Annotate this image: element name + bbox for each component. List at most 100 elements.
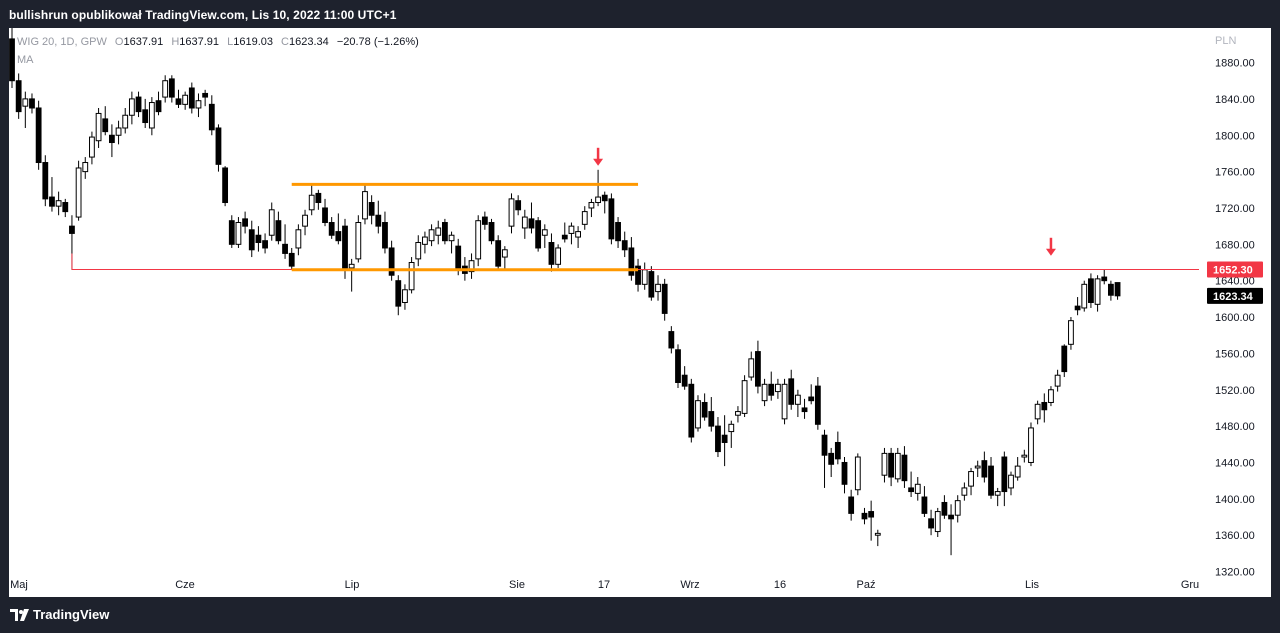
candle [561,222,568,243]
candle-body [628,247,635,276]
candle-body [555,247,562,265]
candle [741,375,748,418]
candle-body [715,425,721,453]
candle-body [755,351,761,387]
y-tick-labels: 1880.00 1840.00 1800.00 1760.00 1720.00 1680.… [1215,58,1255,579]
candle [175,89,182,108]
candle-body [908,487,915,493]
y-tick-label: 1640.00 [1215,276,1255,288]
candle-body [268,209,275,236]
candle-body [175,98,182,105]
candle [322,198,328,227]
candle-body [768,383,775,396]
legend-low-label: L [227,36,233,48]
candle [535,217,542,252]
candle [228,215,235,248]
candle-body [801,407,808,413]
candle-body [109,134,115,144]
candle-body [954,500,961,516]
candle [1021,449,1028,463]
candle-body [501,249,508,258]
candle [282,224,288,259]
candle [914,477,921,501]
candle-body [122,114,129,129]
candle-body [788,378,795,405]
candle [854,453,861,496]
candle [874,529,881,547]
price-label-text: 1652.30 [1213,265,1253,277]
candle [834,431,841,465]
candle-body [921,496,928,514]
candle [102,106,109,136]
candle-body [295,229,302,249]
candle-body [135,96,142,113]
legend-close-label: C [281,36,289,48]
candle-body [442,222,448,242]
down-arrow-icon[interactable] [593,147,604,166]
candle-body [168,78,175,98]
candle-body [402,289,408,304]
candle-body [854,456,861,491]
candle-body [368,202,375,216]
legend-close: 1623.34 [289,36,329,48]
chart-area[interactable]: PLN 1880.00 1840.00 1800.00 1760.00 1720.00 1… [9,28,1271,597]
candle [988,457,994,499]
x-tick-label: Paź [857,579,876,591]
candle [35,100,42,170]
tradingview-brand[interactable]: TradingView [33,607,110,622]
candle [195,93,202,118]
candle-body [1028,427,1034,463]
candle-body [548,242,555,265]
candle [1068,317,1074,350]
candle-body [668,331,675,349]
candle [808,384,815,405]
candle-body [69,225,75,234]
y-tick-label: 1520.00 [1215,385,1255,397]
candle [715,417,721,458]
candle-body [981,460,988,478]
candle [794,389,801,418]
candle [222,166,229,207]
candle [308,184,315,216]
y-tick-label: 1360.00 [1215,530,1255,542]
legend-high-label: H [171,36,179,48]
candle [861,507,868,525]
last-price-label: 1623.34 [1207,287,1263,304]
candle [135,91,142,118]
legend-open-label: O [115,36,124,48]
candle-body [315,192,322,204]
x-tick-label: Cze [175,579,195,591]
candle-body [635,265,641,285]
candle-body [428,229,435,242]
candle-body [355,222,362,260]
candle-body [388,247,395,276]
candle-body [675,349,681,383]
candlestick-chart[interactable]: PLN 1880.001840.001800.001760.001720.001… [9,28,1271,597]
candle-body [282,243,288,254]
candle [1081,280,1088,312]
candle-body [1114,282,1121,297]
candle-body [488,222,495,242]
tradingview-logo-icon[interactable] [10,607,30,623]
candle-body [1041,401,1048,411]
candle [75,160,82,221]
candle [262,233,268,254]
candle [901,446,908,488]
candle [708,397,715,432]
candle [775,378,781,399]
publish-info: bullishrun opublikował TradingView.com, … [9,8,397,22]
candle-body [42,162,49,200]
annotations [71,147,1199,272]
candle [49,177,55,212]
candle-body [448,234,455,242]
candle-body [688,383,695,438]
candle [328,217,335,239]
candle [315,189,322,210]
candle-body [894,452,901,480]
candle-body [508,198,515,227]
candle [435,220,442,245]
candle-body [701,401,708,418]
candle [422,231,428,254]
down-arrow-icon[interactable] [1045,237,1056,256]
candle-body [974,465,981,469]
